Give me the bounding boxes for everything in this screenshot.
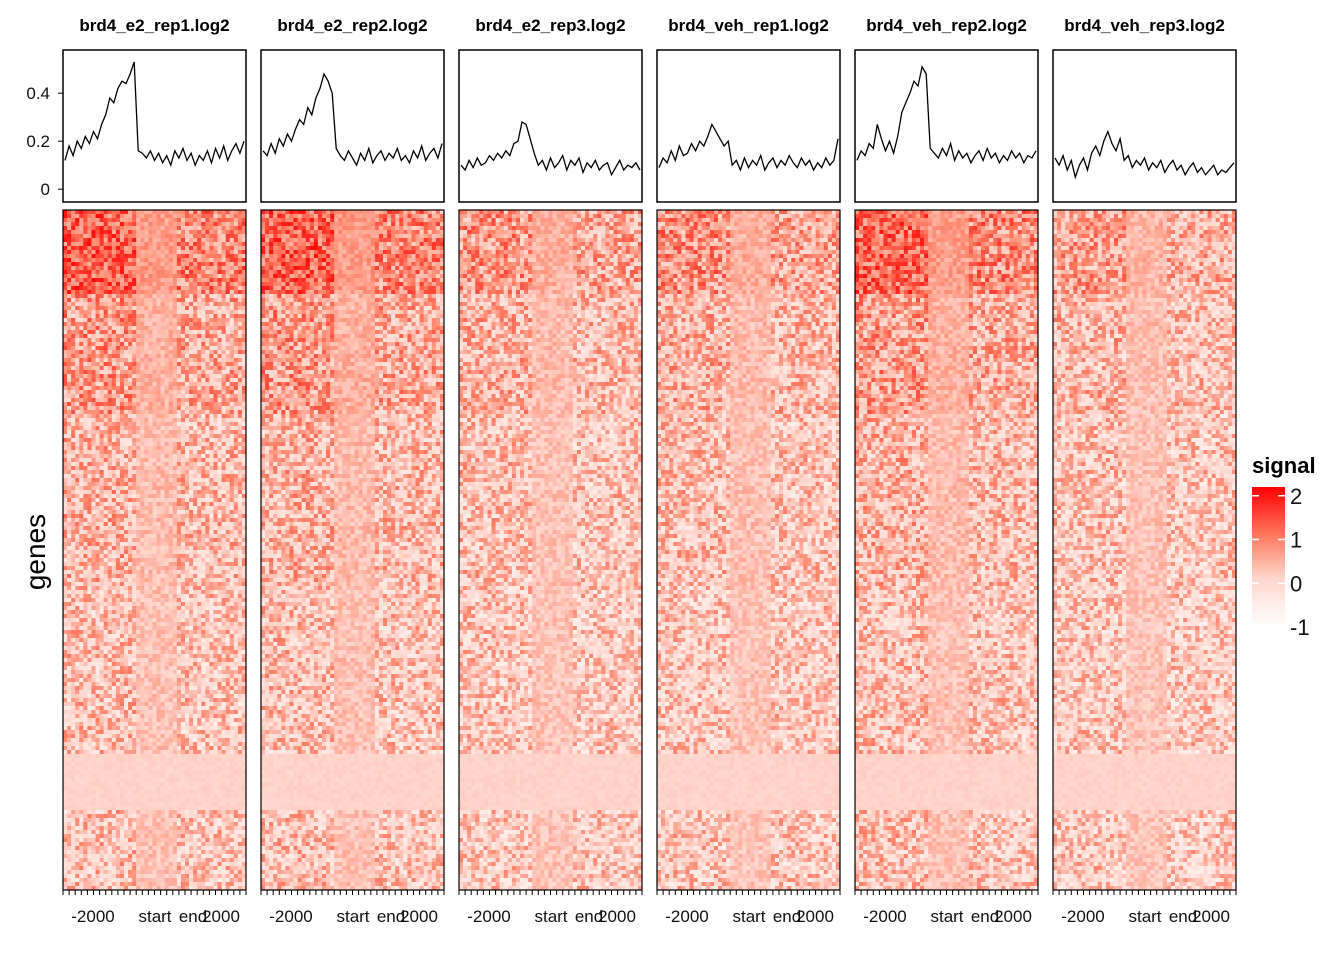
x-tick-label: start xyxy=(930,907,963,926)
x-tick-label: end xyxy=(773,907,801,926)
x-tick-label: end xyxy=(1169,907,1197,926)
x-tick-label: 2000 xyxy=(202,907,240,926)
legend-tick-label: 2 xyxy=(1290,484,1302,509)
legend-tick-label: 0 xyxy=(1290,571,1302,596)
legend: signal 2 1 0 -1 xyxy=(1252,453,1316,640)
profile-ytick-label: 0.4 xyxy=(26,84,50,103)
profile-line xyxy=(64,61,245,168)
x-tick-label: start xyxy=(138,907,171,926)
legend-title: signal xyxy=(1252,453,1316,478)
y-axis-title: genes xyxy=(20,514,51,590)
profile-frame xyxy=(854,49,1039,203)
profile-line xyxy=(1054,129,1235,180)
x-tick-label: -2000 xyxy=(467,907,510,926)
heatmap-cells xyxy=(261,210,445,891)
profile-line xyxy=(856,64,1037,165)
x-tick-label: -2000 xyxy=(1061,907,1104,926)
panel-title: brd4_e2_rep1.log2 xyxy=(79,16,229,35)
x-tick-label: start xyxy=(534,907,567,926)
panel-title: brd4_veh_rep2.log2 xyxy=(866,16,1027,35)
heatmap-cells xyxy=(1053,210,1237,891)
x-tick-label: -2000 xyxy=(665,907,708,926)
profile-ytick-label: 0 xyxy=(41,180,50,199)
x-tick-label: 2000 xyxy=(994,907,1032,926)
panel-title: brd4_veh_rep3.log2 xyxy=(1064,16,1225,35)
x-tick-label: end xyxy=(179,907,207,926)
x-tick-label: start xyxy=(336,907,369,926)
heatmap-cells xyxy=(855,210,1039,891)
legend-colorbar xyxy=(1252,487,1285,627)
heatmap-cells xyxy=(63,210,247,891)
panel-title: brd4_veh_rep1.log2 xyxy=(668,16,829,35)
heatmap-cells xyxy=(657,210,841,891)
x-tick-label: -2000 xyxy=(863,907,906,926)
panel-title: brd4_e2_rep3.log2 xyxy=(475,16,625,35)
profile-line xyxy=(460,120,641,177)
x-tick-label: -2000 xyxy=(71,907,114,926)
profile-frame xyxy=(1052,49,1237,203)
profile-frame xyxy=(62,49,247,203)
x-tick-label: end xyxy=(971,907,999,926)
profile-frame xyxy=(458,49,643,203)
x-tick-label: end xyxy=(377,907,405,926)
x-tick-label: 2000 xyxy=(598,907,636,926)
profile-frame xyxy=(260,49,445,203)
profile-line xyxy=(262,72,443,167)
x-tick-label: start xyxy=(732,907,765,926)
panel-1: brd4_e2_rep1.log2 0 0.2 0.4 -2000 start end200… xyxy=(26,16,247,926)
profile-frame xyxy=(656,49,841,203)
heatmap-cells xyxy=(459,210,643,891)
x-tick-label: start xyxy=(1128,907,1161,926)
x-tick-label: -2000 xyxy=(269,907,312,926)
legend-tick-label: 1 xyxy=(1290,528,1302,553)
profile-line xyxy=(658,122,839,172)
x-tick-label: 2000 xyxy=(400,907,438,926)
profile-ytick-label: 0.2 xyxy=(26,132,50,151)
x-tick-label: 2000 xyxy=(796,907,834,926)
panel-title: brd4_e2_rep2.log2 xyxy=(277,16,427,35)
x-tick-label: 2000 xyxy=(1192,907,1230,926)
x-tick-label: end xyxy=(575,907,603,926)
legend-tick-label: -1 xyxy=(1290,615,1310,640)
